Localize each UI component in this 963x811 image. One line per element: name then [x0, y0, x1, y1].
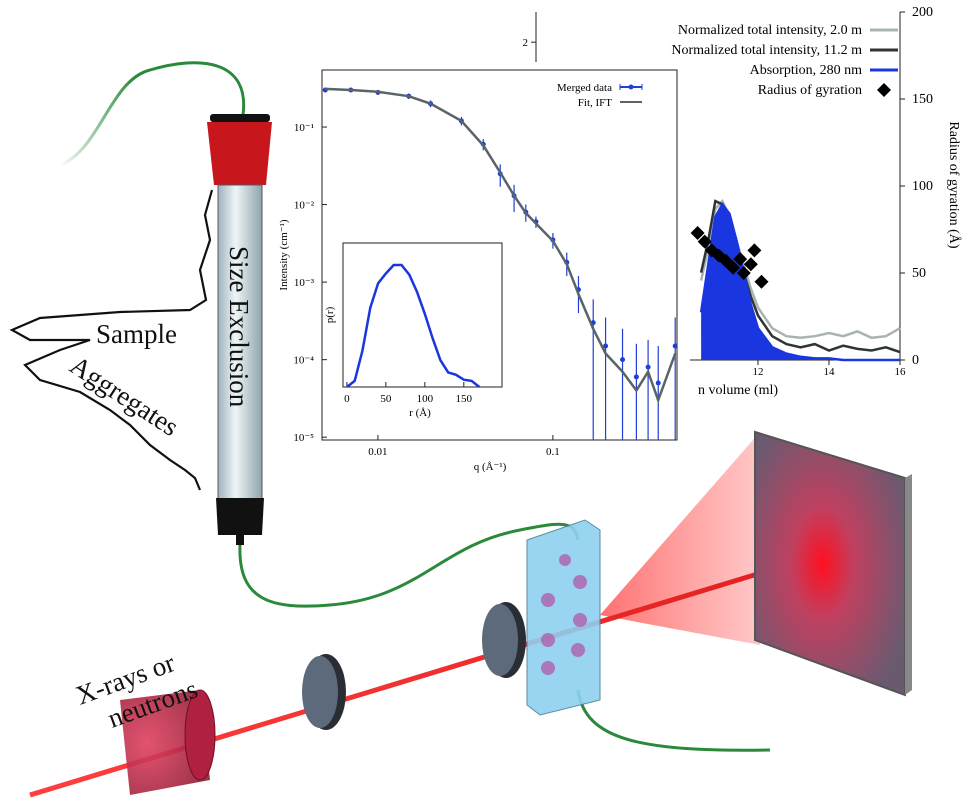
y-axis-label: p(r) — [324, 306, 336, 323]
tubing — [576, 689, 771, 752]
rg-point — [718, 253, 733, 268]
line — [699, 198, 901, 340]
rg-point — [736, 266, 751, 280]
data-point — [603, 343, 609, 349]
chromatogram — [9, 189, 214, 491]
area — [701, 204, 900, 360]
inset-background — [343, 243, 502, 387]
x-tick-label: 0 — [344, 393, 350, 405]
column-cap-top — [210, 114, 270, 122]
detector-edge — [905, 474, 912, 695]
y-tick-label: 10⁻¹ — [294, 122, 314, 134]
elution-chart: 12 14 16 2 0 50 100 150 200 n volume (ml) Radius o… — [523, 5, 963, 398]
x-tick-label: 50 — [380, 393, 392, 405]
rg-point — [733, 252, 748, 267]
x-tick-label: 16 — [895, 366, 907, 378]
y-tick-label: 10⁻⁵ — [293, 432, 314, 444]
x-tick-label: 0.1 — [546, 446, 560, 458]
tubing — [59, 61, 246, 167]
data-point — [645, 364, 651, 370]
legend-swatch — [877, 83, 891, 97]
x-tick-label: 14 — [823, 366, 835, 378]
y2-tick-label: 0 — [912, 353, 919, 368]
scattering-chart: 0.01 0.1 10⁻⁵ 10⁻⁴ 10⁻³ 10⁻² 10⁻¹ q (Å⁻¹) Intens… — [278, 69, 678, 473]
x-tick-label: 12 — [752, 366, 763, 378]
data-point — [620, 357, 626, 363]
rg-point — [697, 234, 712, 249]
legend-label: Merged data — [557, 82, 612, 94]
y-tick-label: 10⁻³ — [294, 277, 315, 289]
legend-label: Radius of gyration — [758, 83, 862, 98]
column-bottom — [216, 498, 264, 535]
tubing — [238, 522, 580, 608]
sample-label: Sample — [96, 319, 177, 349]
y2-tick-label: 200 — [912, 5, 933, 20]
legend-label: Normalized total intensity, 2.0 m — [678, 23, 862, 38]
x-axis-label: r (Å) — [409, 407, 431, 419]
aperture — [302, 656, 338, 728]
plot-frame — [321, 69, 678, 441]
line — [346, 263, 481, 387]
rg-point — [690, 225, 705, 240]
rg-point — [743, 257, 758, 272]
rg-point — [747, 243, 762, 258]
x-tick-label: 150 — [456, 393, 473, 405]
sample-cell — [526, 519, 601, 716]
pr-inset: 0 50 100 150 r (Å) p(r) — [324, 242, 503, 419]
y2-tick-label: 50 — [912, 266, 926, 281]
y-tick-label: 2 — [523, 37, 529, 49]
scatter-cone — [600, 432, 760, 645]
data-point — [633, 374, 639, 380]
aggregates-label: Aggregates — [65, 350, 184, 442]
column-label: Size Exclusion — [224, 246, 254, 408]
molecules — [541, 554, 587, 675]
x-tick-label: 0.01 — [368, 446, 387, 458]
column-cap — [207, 122, 272, 185]
legend-swatch — [628, 84, 634, 90]
x-axis-label: n volume (ml) — [698, 383, 778, 398]
rg-point — [726, 260, 741, 275]
legend-label: Fit, IFT — [578, 97, 613, 109]
rg-point — [754, 274, 769, 289]
legend-label: Absorption, 280 nm — [750, 63, 863, 78]
y-tick-label: 10⁻⁴ — [293, 355, 314, 367]
x-tick-label: 100 — [417, 393, 434, 405]
column-nub — [236, 535, 244, 545]
aperture — [482, 604, 518, 676]
y-tick-label: 10⁻² — [294, 200, 315, 212]
line — [325, 87, 677, 404]
data-point — [672, 343, 677, 349]
y2-tick-label: 150 — [912, 92, 933, 107]
plot-frame — [342, 242, 503, 388]
detector — [754, 430, 906, 697]
source-end — [184, 689, 216, 781]
column-body — [217, 184, 263, 501]
x-axis-label: q (Å⁻¹) — [474, 461, 507, 473]
y2-axis-label: Radius of gyration (Å) — [946, 121, 962, 248]
data-point — [655, 380, 661, 386]
legend-label: Normalized total intensity, 11.2 m — [671, 43, 862, 58]
y-axis-label: Intensity (cm⁻¹) — [278, 219, 290, 290]
y2-tick-label: 100 — [912, 179, 933, 194]
line — [699, 202, 900, 362]
